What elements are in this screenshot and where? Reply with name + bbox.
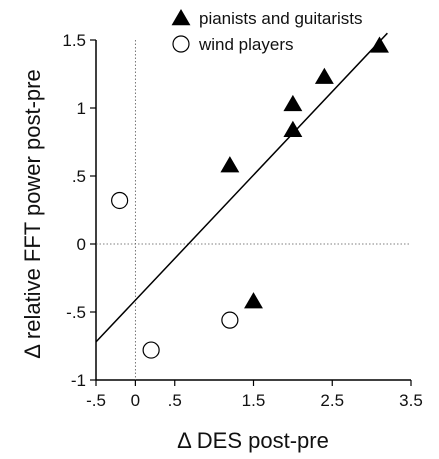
- y-tick-label: 1.5: [62, 31, 86, 50]
- reference-lines: [96, 40, 411, 380]
- triangle-point-4: [283, 120, 303, 137]
- x-tick-label: .5: [168, 391, 182, 410]
- x-tick-label: 0: [131, 391, 140, 410]
- legend: pianists and guitarists wind players: [171, 9, 362, 54]
- circle-point-1: [111, 191, 129, 210]
- triangle-point-6: [370, 36, 389, 53]
- x-tick-label: -.5: [86, 391, 106, 410]
- triangle-point-2: [244, 292, 263, 309]
- x-tick-label: 2.5: [320, 391, 344, 410]
- legend-label-wind: wind players: [198, 35, 294, 54]
- y-tick-label: 0: [77, 235, 86, 254]
- x-tick-label: 3.5: [399, 391, 423, 410]
- triangle-point-5: [314, 67, 334, 84]
- y-axis-label: Δ relative FFT power post-pre: [20, 69, 45, 358]
- x-tick-label: 1.5: [242, 391, 266, 410]
- triangle-point-3: [283, 94, 303, 112]
- circle-point-3: [221, 311, 239, 329]
- regression-line-group: [95, 32, 388, 343]
- y-tick-label: 1: [77, 99, 86, 118]
- triangle-point-1: [220, 156, 240, 173]
- circle-point-2: [142, 341, 160, 359]
- regression-line: [95, 32, 388, 343]
- data-points: [111, 36, 389, 359]
- legend-circle-icon: [172, 35, 190, 53]
- y-axis-ticks: 1.51.50-.5-1: [62, 31, 96, 390]
- y-tick-label: .5: [72, 167, 86, 186]
- legend-triangle-icon: [171, 9, 191, 26]
- x-axis-ticks: -.5 0 .5 1.5 2.5 3.5: [86, 380, 423, 410]
- x-axis-label: Δ DES post-pre: [177, 428, 329, 453]
- plot-frame: [95, 40, 411, 381]
- y-tick-label: -1: [71, 371, 86, 390]
- legend-label-pianists: pianists and guitarists: [199, 9, 362, 28]
- y-tick-label: -.5: [66, 303, 86, 322]
